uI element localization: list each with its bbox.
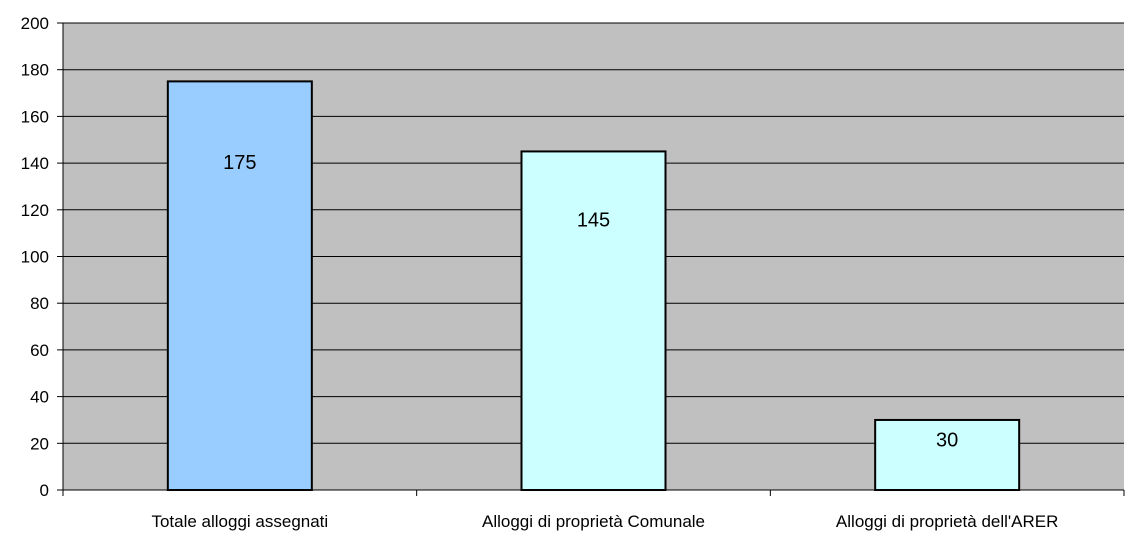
data-label: 30 — [936, 430, 958, 452]
y-tick-label: 80 — [30, 294, 49, 313]
y-tick-label: 160 — [21, 107, 49, 126]
bar — [874, 418, 1021, 492]
x-axis-categories: Totale alloggi assegnati Alloggi di propr… — [151, 512, 1058, 531]
y-tick-label: 60 — [30, 341, 49, 360]
y-axis-ticks: 0 20 40 60 80 100 120 140 160 180 200 — [21, 14, 63, 500]
y-tick-label: 20 — [30, 434, 49, 453]
data-label: 145 — [577, 209, 610, 231]
y-tick-label: 200 — [21, 14, 49, 33]
x-category-label: Totale alloggi assegnati — [151, 512, 328, 531]
data-label: 175 — [223, 152, 256, 174]
y-tick-label: 140 — [21, 154, 49, 173]
data-labels: 175 145 30 — [223, 152, 958, 452]
y-tick-label: 40 — [30, 388, 49, 407]
y-tick-label: 100 — [21, 248, 49, 267]
x-category-label: Alloggi di proprietà Comunale — [482, 512, 705, 531]
bar — [166, 80, 313, 491]
bars — [166, 80, 1021, 492]
y-tick-label: 0 — [40, 481, 49, 500]
y-tick-label: 180 — [21, 61, 49, 80]
y-tick-label: 120 — [21, 201, 49, 220]
x-category-label: Alloggi di proprietà dell'ARER — [836, 512, 1058, 531]
bar — [520, 150, 667, 492]
